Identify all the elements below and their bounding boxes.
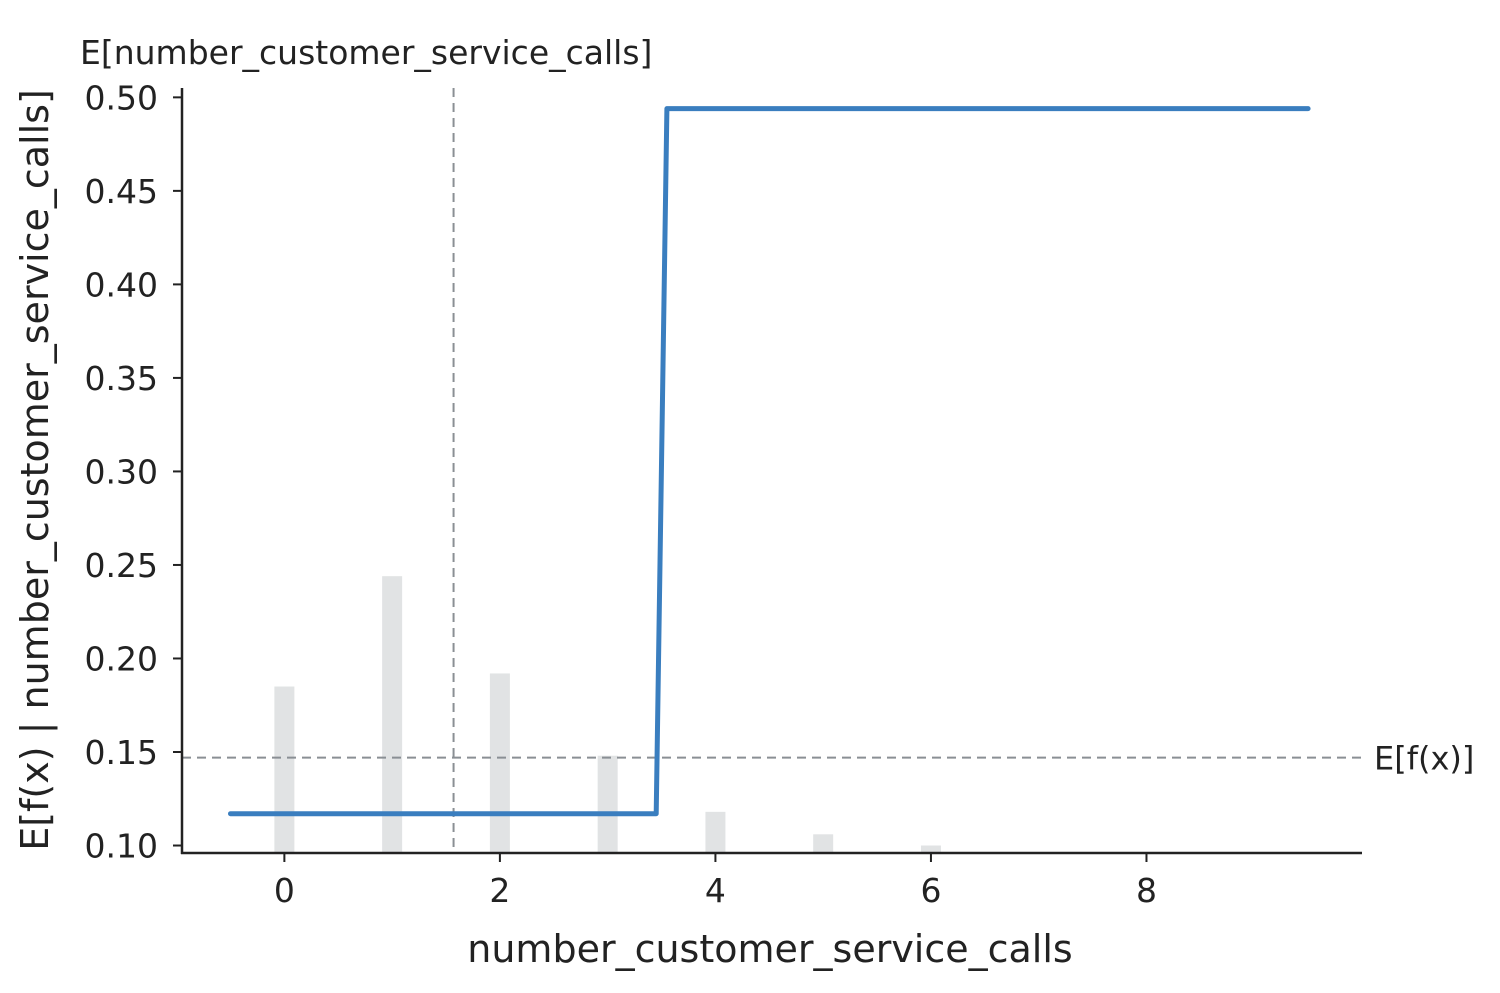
chart-title: E[number_customer_service_calls] — [80, 33, 652, 72]
y-axis-label: E[f(x) | number_customer_service_calls] — [13, 89, 58, 851]
reference-lines: E[f(x)] — [182, 88, 1474, 853]
histogram-bar-3 — [597, 755, 618, 853]
y-tick-label-2: 0.20 — [85, 639, 158, 678]
x-tick-label-1: 2 — [489, 871, 510, 910]
histogram-bar-4 — [705, 811, 726, 853]
histogram-bar-1 — [382, 576, 403, 853]
axis-labels: E[number_customer_service_calls] number_c… — [13, 33, 1073, 971]
y-tick-label-0: 0.10 — [85, 827, 158, 866]
y-tick-label-6: 0.40 — [85, 265, 158, 304]
histogram-bar-6 — [920, 845, 941, 853]
histogram-bar-5 — [813, 834, 834, 853]
y-tick-label-3: 0.25 — [85, 546, 158, 585]
series-line-0 — [228, 106, 1311, 817]
y-tick-label-4: 0.30 — [85, 452, 158, 491]
axes: 0.10 0.15 0.20 0.25 0.30 0.35 0.40 0.45 0.50 0 2 4 6… — [85, 78, 1362, 910]
x-axis-label: number_customer_service_calls — [467, 927, 1072, 971]
histogram-bar-2 — [489, 673, 510, 853]
y-tick-label-1: 0.15 — [85, 733, 158, 772]
x-tick-label-2: 4 — [705, 871, 726, 910]
y-tick-label-7: 0.45 — [85, 172, 158, 211]
x-tick-label-3: 6 — [920, 871, 941, 910]
x-tick-label-4: 8 — [1136, 871, 1157, 910]
y-tick-label-8: 0.50 — [85, 78, 158, 117]
histogram-bar-0 — [274, 686, 295, 853]
expected-value-label: E[f(x)] — [1374, 740, 1474, 778]
x-tick-label-0: 0 — [274, 871, 295, 910]
y-tick-label-5: 0.35 — [85, 359, 158, 398]
dependence-series — [228, 106, 1311, 817]
